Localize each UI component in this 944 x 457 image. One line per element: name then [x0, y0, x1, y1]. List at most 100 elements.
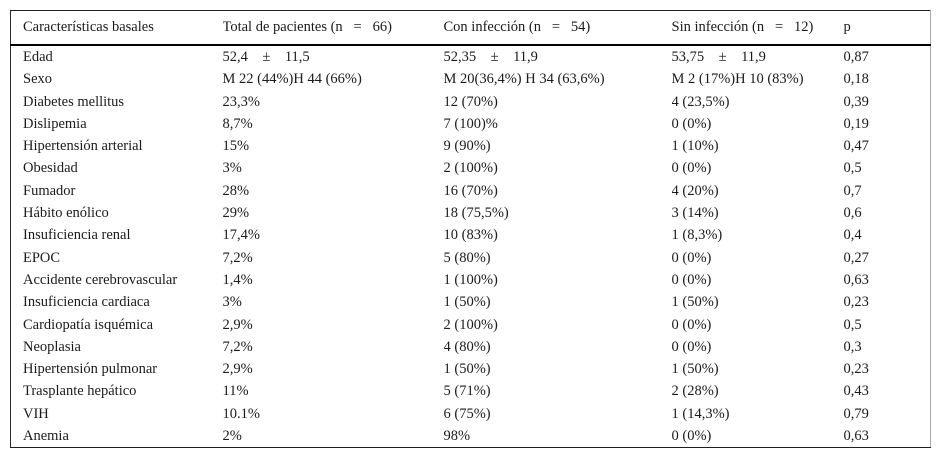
sin-infeccion-value-cell: 0 (0%) — [671, 316, 712, 333]
table-row: Neoplasia 7,2% 4 (80%) 0 (0%) 0,3 — [11, 336, 931, 358]
total-value-cell: 2,9% — [222, 361, 253, 378]
sin-infeccion-value-cell: 1 (50%) — [671, 294, 719, 311]
row-label-cell: Hábito enólico — [23, 205, 109, 222]
con-infeccion-value-cell: 1 (50%) — [443, 361, 491, 378]
p-value-cell: 0,19 — [843, 115, 869, 132]
row-label-cell: Hipertensión arterial — [23, 138, 143, 155]
table-row: Hipertensión pulmonar 2,9% 1 (50%) 1 (50%) 0… — [11, 358, 931, 380]
sin-infeccion-value-cell: 0 (0%) — [671, 160, 712, 177]
table-row: Insuficiencia cardiaca 3% 1 (50%) 1 (50%) 0,… — [11, 291, 931, 313]
col-header-p-value: p — [843, 10, 931, 46]
con-infeccion-value-cell: M 20(36,4%) H 34 (63,6%) — [443, 71, 605, 88]
p-value-cell: 0,5 — [843, 160, 862, 177]
row-label-cell: Anemia — [23, 428, 69, 445]
table-row: Fumador 28% 16 (70%) 4 (20%) 0,7 — [11, 180, 931, 202]
row-label-cell: Insuficiencia cardiaca — [23, 294, 150, 311]
sin-infeccion-value-cell: 0 (0%) — [671, 115, 712, 132]
row-label-cell: Edad — [23, 49, 53, 65]
p-value-cell: 0,43 — [843, 383, 869, 400]
sin-infeccion-value-cell: 0 (0%) — [671, 249, 712, 266]
table-row: Hábito enólico 29% 18 (75,5%) 3 (14%) 0,6 — [11, 202, 931, 224]
p-value-cell: 0,5 — [843, 316, 862, 333]
table-row: Cardiopatía isquémica 2,9% 2 (100%) 0 (0%) 0… — [11, 314, 931, 336]
col-header-total-pacientes: Total de pacientes (n = 66) — [222, 10, 444, 46]
con-infeccion-value-cell: 5 (80%) — [443, 249, 491, 266]
sin-infeccion-value-cell: 3 (14%) — [671, 205, 719, 222]
p-value-cell: 0,4 — [843, 227, 862, 244]
table-row: Hipertensión arterial 15% 9 (90%) 1 (10%) 0,… — [11, 135, 931, 157]
total-value-cell: 2% — [222, 428, 242, 445]
sin-infeccion-value-cell: 0 (0%) — [671, 271, 712, 288]
total-value-cell: 1,4% — [222, 271, 253, 288]
table-header: Características basales Total de pacient… — [10, 10, 931, 46]
total-value-cell: 29% — [222, 205, 250, 222]
p-value-cell: 0,23 — [843, 294, 869, 311]
row-label-cell: Neoplasia — [23, 338, 81, 355]
con-infeccion-value-cell: 16 (70%) — [443, 182, 498, 199]
con-infeccion-value-cell: 4 (80%) — [443, 338, 491, 355]
con-infeccion-value-cell: 6 (75%) — [443, 405, 491, 422]
row-label-cell: Trasplante hepático — [23, 383, 137, 400]
p-value-cell: 0,3 — [843, 338, 862, 355]
total-value-cell: 7,2% — [222, 249, 253, 266]
con-infeccion-value-cell: 2 (100%) — [443, 316, 498, 333]
p-value-cell: 0,7 — [843, 182, 862, 199]
sin-infeccion-value-cell: 0 (0%) — [671, 338, 712, 355]
p-value-cell: 0,23 — [843, 361, 869, 378]
baseline-characteristics-table: Características basales Total de pacient… — [10, 10, 931, 449]
table-row: Sexo M 22 (44%)H 44 (66%) M 20(36,4%) H 34… — [11, 68, 931, 90]
p-value-cell: 0,63 — [843, 428, 869, 445]
total-value-cell: 3% — [222, 160, 242, 177]
total-value-cell: 17,4% — [222, 227, 260, 244]
sin-infeccion-value-cell: 1 (14,3%) — [671, 405, 730, 422]
con-infeccion-value-cell: 2 (100%) — [443, 160, 498, 177]
table-row: Trasplante hepático 11% 5 (71%) 2 (28%) 0,43 — [11, 380, 931, 402]
total-value-cell: 2,9% — [222, 316, 253, 333]
row-label-cell: Dislipemia — [23, 115, 87, 132]
con-infeccion-value-cell: 10 (83%) — [443, 227, 498, 244]
total-value-cell: 8,7% — [222, 115, 253, 132]
table-row: Insuficiencia renal 17,4% 10 (83%) 1 (8,3%)… — [11, 224, 931, 246]
row-label-cell: Obesidad — [23, 160, 78, 177]
p-value-cell: 0,39 — [843, 93, 869, 110]
header-row: Características basales Total de pacient… — [10, 10, 931, 46]
con-infeccion-value-cell: 12 (70%) — [443, 93, 498, 110]
con-infeccion-value-cell: 5 (71%) — [443, 383, 491, 400]
table-row: Edad 52,4 ± 11,5 52,35 ± 11,9 53,75 ± 11,9 0… — [11, 45, 931, 68]
table-row: Diabetes mellitus 23,3% 12 (70%) 4 (23,5%) 0… — [11, 91, 931, 113]
total-value-cell: 7,2% — [222, 338, 253, 355]
col-header-con-infeccion: Con infección (n = 54) — [443, 10, 672, 46]
total-value-cell: 23,3% — [222, 93, 260, 110]
p-value-cell: 0,47 — [843, 138, 869, 155]
table-row: Anemia 2% 98% 0 (0%) 0,63 — [11, 425, 931, 448]
table-row: EPOC 7,2% 5 (80%) 0 (0%) 0,27 — [11, 247, 931, 269]
con-infeccion-value-cell: 18 (75,5%) — [443, 205, 509, 222]
sin-infeccion-value-cell: 1 (10%) — [671, 138, 719, 155]
con-infeccion-value-cell: 9 (90%) — [443, 138, 491, 155]
row-label-cell: Fumador — [23, 182, 76, 199]
sin-infeccion-value-cell: 4 (20%) — [671, 182, 719, 199]
p-value-cell: 0,79 — [843, 405, 869, 422]
p-value-cell: 0,18 — [843, 71, 869, 88]
row-label-cell: Accidente cerebrovascular — [23, 271, 178, 288]
total-value-cell: 52,4 ± 11,5 — [222, 49, 310, 65]
con-infeccion-value-cell: 1 (50%) — [443, 294, 491, 311]
con-infeccion-value-cell: 52,35 ± 11,9 — [443, 49, 538, 65]
sin-infeccion-value-cell: 2 (28%) — [671, 383, 719, 400]
p-value-cell: 0,87 — [843, 49, 869, 65]
con-infeccion-value-cell: 7 (100)% — [443, 115, 498, 132]
row-label-cell: Insuficiencia renal — [23, 227, 131, 244]
con-infeccion-value-cell: 98% — [443, 428, 471, 445]
sin-infeccion-value-cell: 53,75 ± 11,9 — [671, 49, 766, 65]
p-value-cell: 0,27 — [843, 249, 869, 266]
total-value-cell: 15% — [222, 138, 250, 155]
total-value-cell: M 22 (44%)H 44 (66%) — [222, 71, 362, 88]
sin-infeccion-value-cell: 0 (0%) — [671, 428, 712, 445]
sin-infeccion-value-cell: 1 (50%) — [671, 361, 719, 378]
sin-infeccion-value-cell: M 2 (17%)H 10 (83%) — [671, 71, 804, 88]
sin-infeccion-value-cell: 4 (23,5%) — [671, 93, 730, 110]
table-body: Edad 52,4 ± 11,5 52,35 ± 11,9 53,75 ± 11,9 0… — [11, 45, 931, 448]
col-header-sin-infeccion: Sin infección (n = 12) — [671, 10, 844, 46]
table-row: Dislipemia 8,7% 7 (100)% 0 (0%) 0,19 — [11, 113, 931, 135]
con-infeccion-value-cell: 1 (100%) — [443, 271, 498, 288]
